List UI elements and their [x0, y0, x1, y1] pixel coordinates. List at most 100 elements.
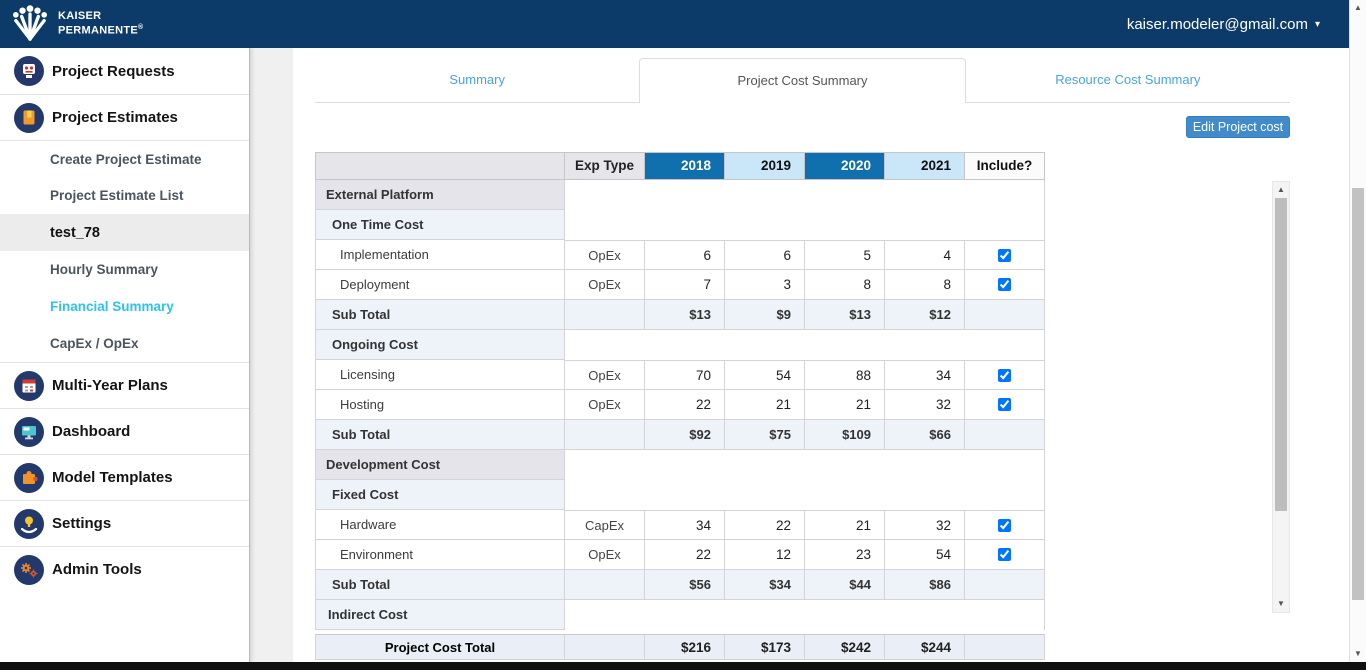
total-row-label: Project Cost Total: [315, 634, 565, 660]
sidebar-item-label: Project Estimate List: [50, 188, 184, 203]
include-checkbox[interactable]: [998, 278, 1011, 291]
row-empty-span: [565, 180, 1045, 210]
include-cell: [965, 300, 1045, 330]
row-empty-span: [565, 330, 1045, 360]
browser-scrollbar-thumb[interactable]: [1352, 188, 1364, 600]
sidebar-item-financial-summary[interactable]: Financial Summary: [0, 288, 249, 325]
year-value-cell: 70: [645, 360, 725, 390]
table-row-environment: Environment OpEx 22 12 23 54: [315, 540, 1045, 570]
sidebar-item-label: Dashboard: [52, 423, 131, 440]
year-value-cell: 32: [885, 390, 965, 420]
sidebar-item-model-templates[interactable]: Model Templates: [0, 454, 249, 500]
header-year-2021[interactable]: 2021: [885, 152, 965, 180]
tab-project-cost-summary[interactable]: Project Cost Summary: [639, 58, 966, 103]
sidebar-item-settings[interactable]: Settings: [0, 500, 249, 546]
header-year-2020[interactable]: 2020: [805, 152, 885, 180]
year-value-cell: 8: [805, 270, 885, 300]
include-checkbox[interactable]: [998, 548, 1011, 561]
header-year-2018[interactable]: 2018: [645, 152, 725, 180]
sidebar-item-label: Hourly Summary: [50, 262, 159, 277]
sidebar-item-capex-opex[interactable]: CapEx / OpEx: [0, 325, 249, 362]
table-row-sub-total: Sub Total $92 $75 $109 $66: [315, 420, 1045, 450]
browser-scroll-down-icon[interactable]: ▼: [1354, 649, 1362, 658]
settings-icon: [14, 508, 44, 539]
registered-mark: ®: [138, 23, 144, 31]
table-scrollbar-thumb[interactable]: [1275, 198, 1287, 511]
year-value-cell: 8: [885, 270, 965, 300]
row-label: Indirect Cost: [315, 600, 565, 630]
cost-table-body: External Platform One Time Cost Implementa…: [315, 180, 1045, 630]
sidebar-item-test-78[interactable]: test_78: [0, 214, 249, 251]
sidebar-item-label: Multi-Year Plans: [52, 377, 168, 394]
dashboard-icon: [14, 416, 44, 447]
total-value-cell: $173: [725, 634, 805, 660]
tab-summary[interactable]: Summary: [449, 72, 505, 87]
sidebar-item-label: Admin Tools: [52, 561, 142, 578]
total-exp-cell: [565, 634, 645, 660]
top-header-bar: KAISER PERMANENTE® kaiser.modeler@gmail.…: [0, 0, 1366, 48]
browser-scrollbar[interactable]: ▲ ▼: [1349, 0, 1366, 662]
sidebar-item-label: Settings: [52, 515, 112, 532]
table-row-development-cost: Development Cost: [315, 450, 1045, 480]
table-scrollbar[interactable]: ▲ ▼: [1272, 181, 1290, 613]
brand-line2: PERMANENTE: [58, 24, 139, 37]
project-cost-total-row: Project Cost Total $216 $173 $242 $244: [315, 634, 1045, 660]
exp-type-cell: [565, 420, 645, 450]
header-exp-type: Exp Type: [565, 152, 645, 180]
include-cell: [965, 420, 1045, 450]
year-value-cell: 3: [725, 270, 805, 300]
sidebar-item-hourly-summary[interactable]: Hourly Summary: [0, 251, 249, 288]
row-label: Sub Total: [315, 300, 565, 330]
kaiser-permanente-logo[interactable]: KAISER PERMANENTE®: [0, 4, 143, 44]
year-value-cell: $56: [645, 570, 725, 600]
include-checkbox[interactable]: [998, 398, 1011, 411]
row-label: One Time Cost: [315, 210, 565, 240]
cost-table-header: Exp Type 2018 2019 2020 2021 Include?: [315, 152, 1045, 180]
table-row-fixed-cost: Fixed Cost: [315, 480, 1045, 510]
year-value-cell: 23: [805, 540, 885, 570]
year-value-cell: 21: [725, 390, 805, 420]
year-value-cell: 4: [885, 240, 965, 270]
user-account-menu[interactable]: kaiser.modeler@gmail.com ▾: [1127, 16, 1320, 33]
sidebar-item-admin-tools[interactable]: Admin Tools: [0, 546, 249, 592]
exp-type-cell: OpEx: [565, 540, 645, 570]
edit-project-cost-button[interactable]: Edit Project cost: [1186, 116, 1290, 138]
row-empty-span: [565, 480, 1045, 510]
year-value-cell: $44: [805, 570, 885, 600]
sidebar-item-project-estimate-list[interactable]: Project Estimate List: [0, 177, 249, 214]
browser-scroll-up-icon[interactable]: ▲: [1354, 3, 1362, 12]
multi-year-plans-icon: [14, 370, 44, 401]
sidebar-item-multi-year-plans[interactable]: Multi-Year Plans: [0, 362, 249, 408]
table-row-deployment: Deployment OpEx 7 3 8 8: [315, 270, 1045, 300]
sidebar-item-project-estimates[interactable]: Project Estimates: [0, 94, 249, 140]
year-value-cell: 22: [645, 540, 725, 570]
include-cell: [965, 540, 1045, 570]
tab-resource-cost-summary[interactable]: Resource Cost Summary: [1055, 72, 1201, 87]
table-row-one-time-cost: One Time Cost: [315, 210, 1045, 240]
row-label: Hardware: [315, 510, 565, 540]
exp-type-cell: [565, 570, 645, 600]
row-label: Fixed Cost: [315, 480, 565, 510]
sidebar-item-dashboard[interactable]: Dashboard: [0, 408, 249, 454]
table-row-sub-total: Sub Total $56 $34 $44 $86: [315, 570, 1045, 600]
header-include: Include?: [965, 152, 1045, 180]
include-checkbox[interactable]: [998, 248, 1011, 262]
year-value-cell: $92: [645, 420, 725, 450]
scroll-down-icon[interactable]: ▼: [1277, 599, 1285, 608]
sidebar-item-create-project-estimate[interactable]: Create Project Estimate: [0, 140, 249, 177]
main-content: Summary Project Cost Summary Resource Cost…: [293, 48, 1366, 662]
year-value-cell: 21: [805, 390, 885, 420]
include-checkbox[interactable]: [998, 518, 1011, 532]
header-year-2019[interactable]: 2019: [725, 152, 805, 180]
total-value-cell: $242: [805, 634, 885, 660]
include-checkbox[interactable]: [998, 368, 1011, 382]
include-cell: [965, 240, 1045, 270]
scroll-up-icon[interactable]: ▲: [1277, 185, 1285, 194]
row-label: Sub Total: [315, 570, 565, 600]
admin-tools-icon: [14, 554, 44, 585]
sidebar-item-project-requests[interactable]: Project Requests: [0, 48, 249, 94]
year-value-cell: 22: [725, 510, 805, 540]
row-label: Environment: [315, 540, 565, 570]
year-value-cell: 54: [885, 540, 965, 570]
exp-type-cell: [565, 300, 645, 330]
